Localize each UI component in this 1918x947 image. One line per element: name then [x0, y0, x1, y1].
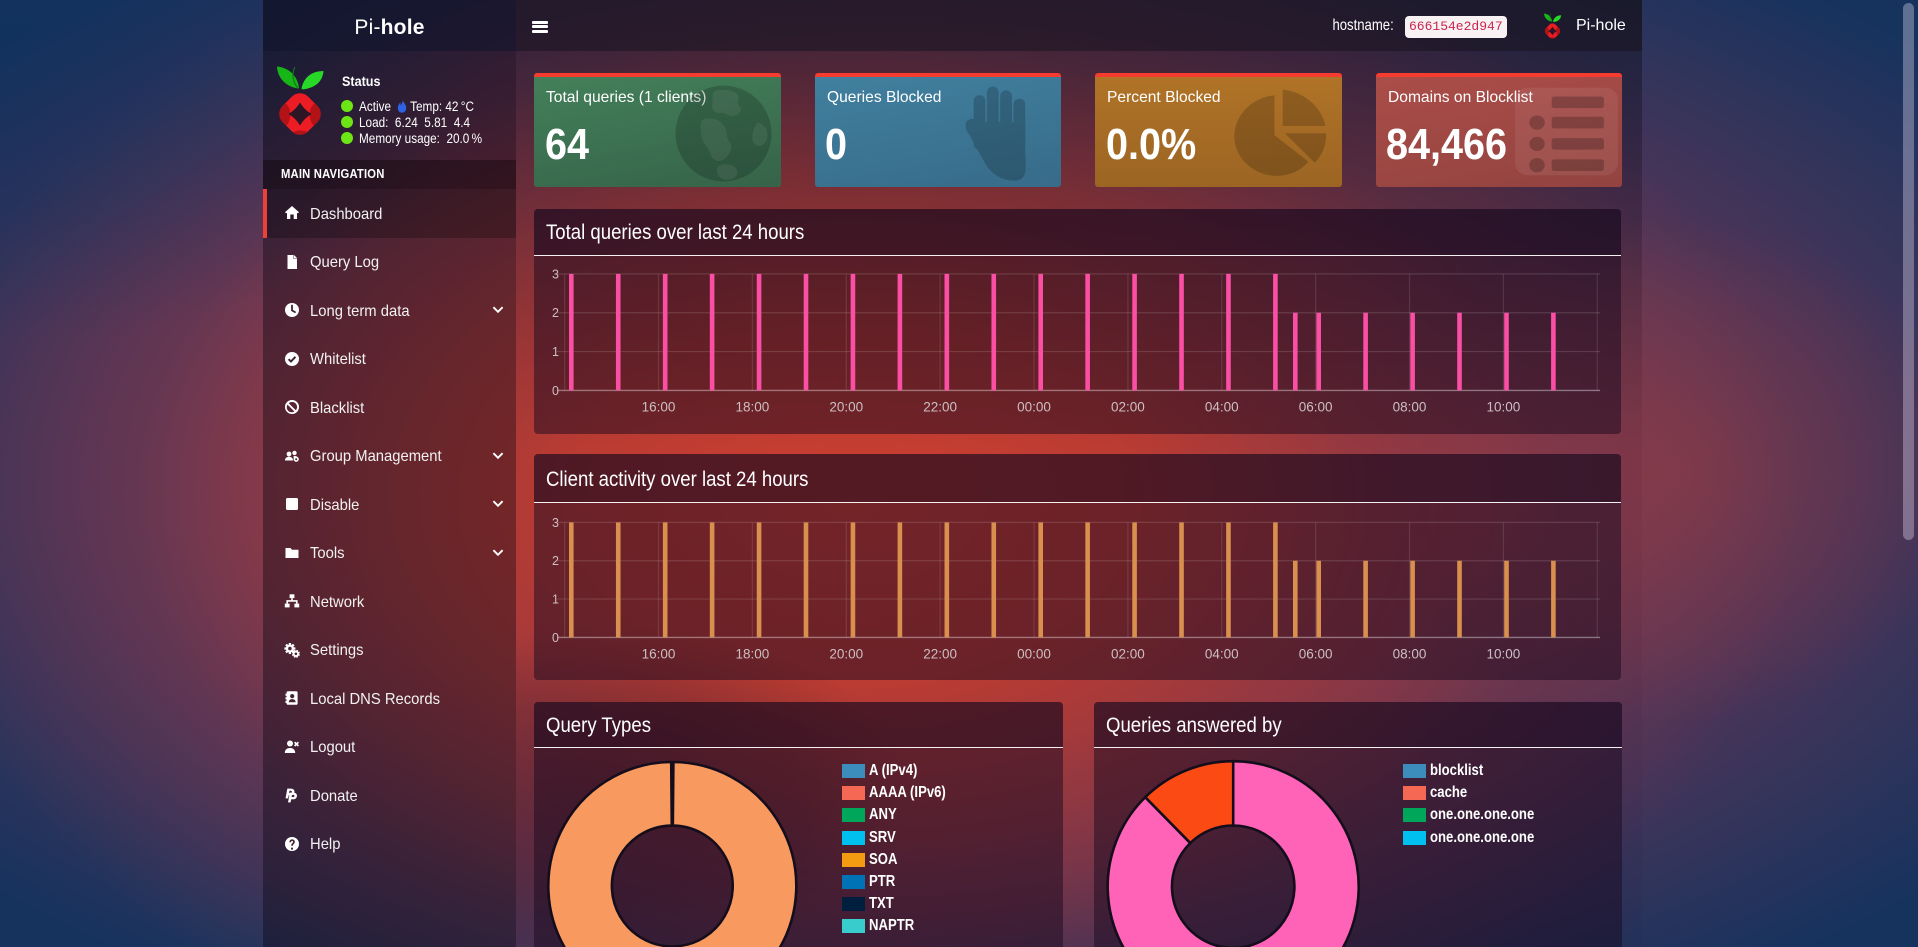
svg-text:10:00: 10:00	[1487, 399, 1521, 414]
svg-text:20:00: 20:00	[829, 646, 863, 661]
svg-text:16:00: 16:00	[642, 399, 676, 414]
svg-text:3: 3	[552, 267, 559, 281]
svg-text:06:00: 06:00	[1299, 399, 1333, 414]
svg-text:04:00: 04:00	[1205, 399, 1239, 414]
svg-text:02:00: 02:00	[1111, 646, 1145, 661]
svg-text:P: P	[288, 791, 297, 803]
svg-text:P: P	[286, 787, 295, 801]
svg-text:18:00: 18:00	[735, 646, 769, 661]
svg-text:06:00: 06:00	[1299, 646, 1333, 661]
svg-text:08:00: 08:00	[1393, 399, 1427, 414]
svg-text:02:00: 02:00	[1111, 399, 1145, 414]
svg-text:10:00: 10:00	[1487, 646, 1521, 661]
svg-text:0: 0	[552, 630, 559, 644]
svg-text:2: 2	[552, 306, 559, 320]
svg-text:08:00: 08:00	[1393, 646, 1427, 661]
svg-text:0: 0	[552, 383, 559, 397]
svg-text:04:00: 04:00	[1205, 646, 1239, 661]
svg-text:00:00: 00:00	[1017, 646, 1051, 661]
svg-text:18:00: 18:00	[735, 399, 769, 414]
svg-text:3: 3	[552, 515, 559, 529]
svg-text:20:00: 20:00	[829, 399, 863, 414]
svg-text:1: 1	[552, 345, 559, 359]
svg-text:1: 1	[552, 592, 559, 606]
svg-text:22:00: 22:00	[923, 646, 957, 661]
svg-text:2: 2	[552, 554, 559, 568]
svg-text:00:00: 00:00	[1017, 399, 1051, 414]
svg-text:22:00: 22:00	[923, 399, 957, 414]
svg-text:16:00: 16:00	[642, 646, 676, 661]
